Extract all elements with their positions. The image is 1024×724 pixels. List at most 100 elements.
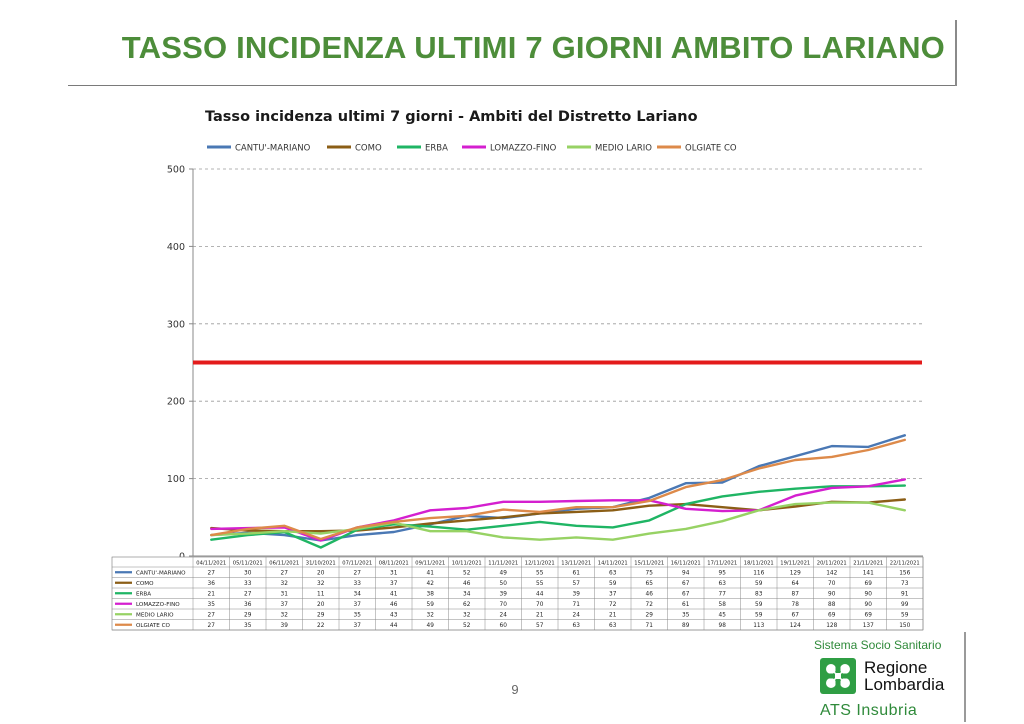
- table-cell-erba: 34: [463, 591, 471, 597]
- table-cell-lomazzo-fino: 88: [828, 602, 836, 608]
- data-point-olgiate-co: [246, 528, 249, 530]
- table-cell-cantu-mariano: 156: [899, 570, 910, 576]
- table-cell-cantu-mariano: 61: [573, 570, 581, 576]
- title-vertical-divider: [955, 20, 957, 86]
- table-cell-medio-lario: 21: [536, 612, 544, 618]
- data-point-olgiate-co: [830, 456, 833, 458]
- data-point-cantu-mariano: [356, 534, 359, 536]
- data-point-lomazzo-fino: [210, 528, 213, 530]
- table-cell-erba: 46: [646, 591, 654, 597]
- table-cell-medio-lario: 32: [463, 612, 471, 618]
- data-point-olgiate-co: [392, 521, 395, 523]
- table-cell-como: 64: [792, 581, 800, 587]
- table-cell-como: 50: [500, 581, 508, 587]
- series-line-olgiate-co: [210, 438, 906, 541]
- data-point-cantu-mariano: [757, 465, 760, 468]
- table-cell-erba: 41: [390, 591, 398, 597]
- series-line-como: [210, 498, 906, 533]
- table-cell-como: 70: [828, 581, 836, 587]
- table-cell-como: 32: [317, 581, 325, 587]
- data-point-erba: [903, 484, 906, 487]
- table-cell-olgiate-co: 35: [244, 623, 252, 629]
- data-table: 04/11/2021 05/11/2021 06/11/2021 31/10/2021…: [111, 556, 924, 631]
- data-point-cantu-mariano: [794, 455, 797, 458]
- table-cell-medio-lario: 59: [755, 612, 763, 618]
- table-cell-lomazzo-fino: 72: [646, 602, 654, 608]
- table-cell-medio-lario: 24: [573, 612, 581, 618]
- data-point-cantu-mariano: [830, 445, 833, 447]
- table-cell-como: 57: [573, 581, 581, 587]
- legend-label-lomazzo-fino: LOMAZZO-FINO: [490, 144, 557, 154]
- data-point-olgiate-co: [210, 534, 213, 536]
- table-cell-como: 42: [427, 581, 435, 587]
- data-point-medio-lario: [648, 532, 651, 535]
- table-cell-cantu-mariano: 141: [863, 570, 874, 576]
- table-cell-erba: 27: [244, 591, 252, 597]
- data-point-medio-lario: [721, 520, 724, 523]
- table-cell-como: 46: [463, 581, 471, 587]
- table-cell-como: 69: [865, 581, 873, 587]
- region-logo: Regione Lombardia: [820, 658, 956, 694]
- table-cell-medio-lario: 29: [317, 612, 325, 618]
- series-line-medio-lario: [210, 501, 906, 541]
- table-cell-olgiate-co: 128: [826, 623, 837, 629]
- data-point-lomazzo-fino: [867, 485, 870, 488]
- table-cell-medio-lario: 32: [427, 612, 435, 618]
- region-lombardia-logo-icon: [820, 658, 856, 694]
- page-number: 9: [511, 682, 519, 697]
- data-point-medio-lario: [429, 530, 432, 533]
- table-cell-cantu-mariano: 63: [609, 570, 617, 576]
- data-point-erba: [319, 546, 322, 549]
- data-point-lomazzo-fino: [502, 500, 505, 503]
- data-point-olgiate-co: [429, 517, 432, 519]
- table-cell-medio-lario: 29: [646, 612, 654, 618]
- table-cell-como: 59: [609, 581, 617, 587]
- table-header-date: 10/11/2021: [452, 560, 482, 566]
- data-point-lomazzo-fino: [465, 507, 468, 509]
- legend-label-cantu-mariano: CANTU'-MARIANO: [235, 144, 311, 154]
- table-cell-lomazzo-fino: 70: [500, 602, 508, 608]
- data-point-olgiate-co: [684, 486, 687, 488]
- data-point-erba: [429, 525, 432, 528]
- data-point-como: [575, 511, 578, 513]
- table-cell-erba: 37: [609, 591, 617, 597]
- table-cell-olgiate-co: 137: [863, 623, 874, 629]
- data-point-lomazzo-fino: [903, 478, 906, 481]
- table-header-date: 06/11/2021: [269, 560, 299, 566]
- table-cell-medio-lario: 35: [682, 612, 690, 618]
- table-cell-lomazzo-fino: 20: [317, 602, 325, 608]
- table-cell-erba: 87: [792, 591, 800, 597]
- brand-block: Sistema Socio Sanitario Regione Lombardi…: [814, 638, 956, 720]
- data-point-como: [465, 519, 468, 522]
- data-point-olgiate-co: [538, 511, 541, 513]
- table-header-date: 15/11/2021: [634, 560, 664, 566]
- table-cell-lomazzo-fino: 72: [609, 602, 617, 608]
- table-header-date: 31/10/2021: [306, 560, 336, 566]
- table-cell-lomazzo-fino: 71: [573, 602, 581, 608]
- table-cell-lomazzo-fino: 61: [682, 602, 690, 608]
- table-cell-como: 33: [354, 581, 362, 587]
- table-cell-medio-lario: 29: [244, 612, 252, 618]
- table-cell-cantu-mariano: 49: [500, 570, 508, 576]
- table-cell-medio-lario: 43: [390, 612, 398, 618]
- table-cell-lomazzo-fino: 59: [755, 602, 763, 608]
- data-point-olgiate-co: [502, 508, 505, 511]
- table-cell-como: 63: [719, 581, 727, 587]
- data-point-olgiate-co: [611, 506, 614, 509]
- data-point-olgiate-co: [465, 514, 468, 517]
- table-cell-olgiate-co: 39: [281, 623, 289, 629]
- table-cell-lomazzo-fino: 62: [463, 602, 471, 608]
- data-point-como: [611, 509, 614, 512]
- table-cell-olgiate-co: 63: [609, 623, 617, 629]
- table-cell-lomazzo-fino: 70: [536, 602, 544, 608]
- table-row-label-cantu-mariano: CANTU'-MARIANO: [136, 570, 186, 576]
- table-cell-olgiate-co: 57: [536, 623, 544, 629]
- data-point-medio-lario: [246, 532, 249, 535]
- table-cell-medio-lario: 69: [828, 612, 836, 618]
- table-frame: [111, 556, 924, 631]
- data-point-olgiate-co: [757, 467, 760, 470]
- data-point-medio-lario: [502, 536, 505, 539]
- table-cell-olgiate-co: 124: [790, 623, 801, 629]
- table-cell-como: 37: [390, 581, 398, 587]
- table-cell-olgiate-co: 98: [719, 623, 727, 629]
